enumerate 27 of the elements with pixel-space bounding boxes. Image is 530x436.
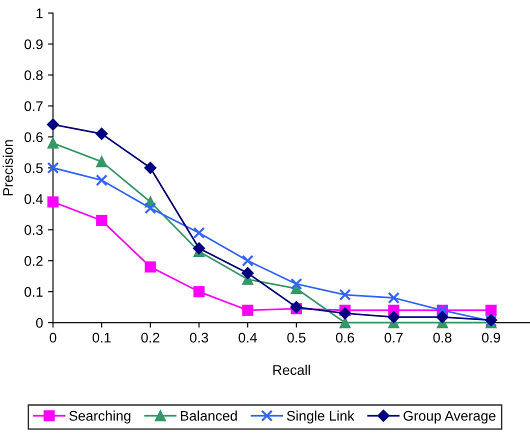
legend-label: Single Link bbox=[286, 410, 354, 424]
y-tick-label: 1 bbox=[36, 8, 43, 18]
y-tick-label: 0.3 bbox=[24, 225, 43, 235]
y-tick-label: 0.5 bbox=[24, 163, 43, 174]
x-tick-label: 0.1 bbox=[92, 332, 111, 343]
x-tick-label: 0.7 bbox=[384, 332, 403, 343]
x-tick-label: 0.9 bbox=[482, 332, 500, 343]
x-axis-title: Recall bbox=[273, 364, 310, 375]
y-tick-label: 0.4 bbox=[24, 194, 43, 204]
x-tick-label: 0.4 bbox=[238, 332, 257, 343]
y-tick-label: 0.9 bbox=[24, 39, 43, 50]
legend-label: Searching bbox=[69, 410, 130, 424]
y-tick-label: 0.6 bbox=[24, 132, 43, 142]
y-tick-label: 0 bbox=[36, 318, 43, 328]
y-axis-title: Precision bbox=[2, 140, 13, 196]
y-tick-label: 0.2 bbox=[24, 256, 43, 266]
legend-label: Balanced bbox=[180, 410, 237, 421]
x-tick-label: 0.5 bbox=[287, 332, 306, 343]
y-tick-label: 0.8 bbox=[24, 70, 43, 80]
y-tick-label: 0.1 bbox=[24, 287, 43, 297]
x-tick-label: 0.8 bbox=[433, 332, 452, 343]
legend-label: Group Average bbox=[404, 410, 496, 424]
x-tick-label: 0.3 bbox=[190, 332, 208, 343]
x-tick-label: 0 bbox=[50, 332, 56, 343]
x-tick-label: 0.2 bbox=[141, 332, 160, 343]
x-tick-label: 0.6 bbox=[336, 332, 354, 343]
y-tick-label: 0.7 bbox=[24, 101, 43, 112]
